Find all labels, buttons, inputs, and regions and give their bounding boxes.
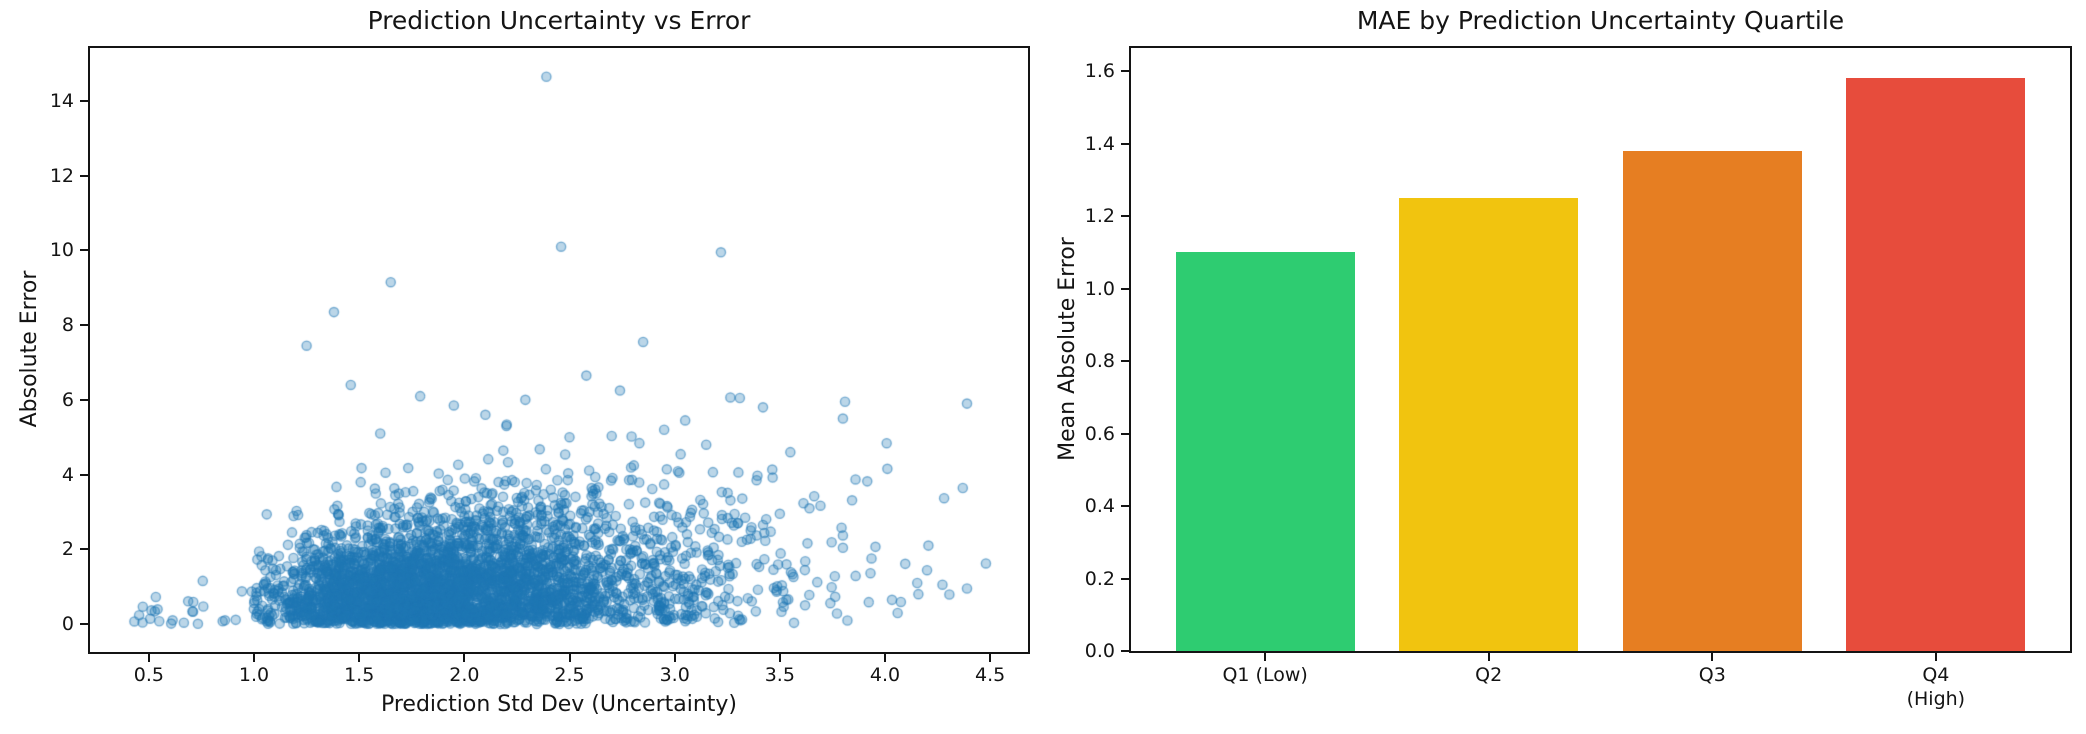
y-tick-label: 1.2 — [1084, 205, 1115, 228]
y-tick-label: 0.4 — [1084, 495, 1115, 518]
bar-plot-title: MAE by Prediction Uncertainty Quartile — [1356, 6, 1845, 35]
y-tick — [1121, 577, 1129, 580]
scatter-axes — [88, 46, 1030, 654]
y-tick-label: 0 — [61, 612, 74, 635]
bar-axes — [1129, 46, 2072, 653]
y-tick-label: 10 — [49, 239, 74, 262]
y-tick — [1121, 650, 1129, 652]
x-tick — [883, 654, 886, 662]
y-tick-label: 0.6 — [1084, 422, 1115, 445]
x-tick — [253, 654, 256, 662]
bar-q1-low — [1175, 252, 1355, 651]
y-tick — [80, 622, 88, 625]
y-tick-label: 1.6 — [1084, 60, 1115, 83]
y-tick — [80, 174, 88, 177]
y-tick-label: 1.0 — [1084, 277, 1115, 300]
x-tick-label: 1.5 — [344, 664, 375, 686]
y-tick — [80, 398, 88, 401]
y-tick — [80, 249, 88, 252]
y-tick-label: 14 — [49, 90, 74, 113]
x-tick — [1711, 653, 1714, 661]
bar-category-label: Q3 — [1698, 664, 1726, 686]
y-tick-label: 4 — [61, 463, 74, 486]
x-tick — [463, 654, 466, 662]
x-tick-label: 0.5 — [133, 664, 164, 686]
y-tick — [1121, 432, 1129, 435]
scatter-points-canvas — [90, 48, 1028, 652]
bar-q4-high — [1846, 78, 2026, 651]
x-tick — [989, 654, 992, 662]
y-tick — [80, 100, 88, 103]
bar-q3 — [1622, 150, 1802, 651]
y-tick — [1121, 215, 1129, 218]
y-tick — [1121, 70, 1129, 73]
x-tick — [1487, 653, 1490, 661]
y-tick-label: 0.2 — [1084, 567, 1115, 590]
bar-q2 — [1399, 198, 1579, 651]
x-tick — [568, 654, 571, 662]
scatter-xaxis-label: Prediction Std Dev (Uncertainty) — [380, 692, 738, 717]
x-tick — [1264, 653, 1267, 661]
y-tick — [80, 324, 88, 327]
bar-category-label: Q1 (Low) — [1222, 664, 1308, 686]
y-tick — [1121, 360, 1129, 363]
x-tick-label: 4.0 — [869, 664, 901, 686]
y-tick-label: 2 — [61, 538, 74, 561]
bar-category-label: Q2 — [1475, 664, 1503, 686]
x-tick — [778, 654, 781, 662]
x-tick — [358, 654, 361, 662]
y-tick-label: 12 — [49, 164, 74, 187]
x-tick-label: 4.5 — [975, 664, 1006, 686]
x-tick-label: 2.0 — [449, 664, 480, 686]
x-tick-label: 3.0 — [659, 664, 690, 686]
y-tick-label: 6 — [61, 388, 74, 411]
y-tick-label: 0.8 — [1084, 350, 1115, 373]
x-tick-label: 1.0 — [238, 664, 270, 686]
y-tick — [80, 548, 88, 551]
bar-category-label: Q4 (High) — [1906, 664, 1966, 710]
y-tick-label: 8 — [61, 314, 74, 337]
y-tick-label: 0.0 — [1084, 640, 1115, 662]
y-tick — [80, 473, 88, 476]
x-tick-label: 3.5 — [764, 664, 795, 686]
y-tick — [1121, 505, 1129, 508]
x-tick — [1934, 653, 1937, 661]
y-tick-label: 1.4 — [1084, 132, 1115, 155]
y-tick — [1121, 142, 1129, 145]
scatter-plot-title: Prediction Uncertainty vs Error — [367, 6, 751, 35]
x-tick — [673, 654, 676, 662]
x-tick — [147, 654, 150, 662]
y-tick — [1121, 287, 1129, 290]
x-tick-label: 2.5 — [554, 664, 585, 686]
